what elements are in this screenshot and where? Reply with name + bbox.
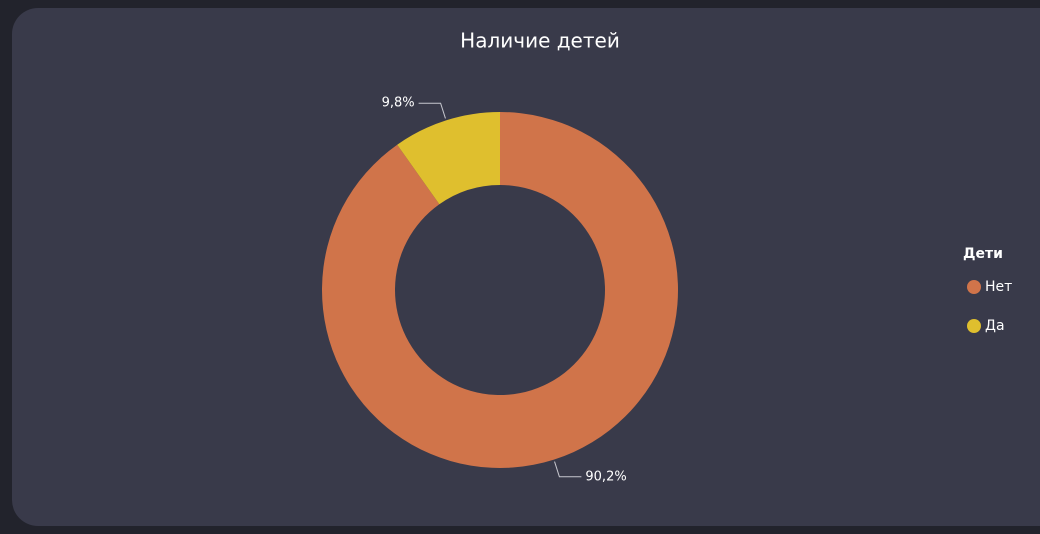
chart-title: Наличие детей <box>460 29 620 53</box>
data-label: 9,8% <box>382 96 415 111</box>
legend-swatch <box>967 280 981 294</box>
legend-label: Да <box>985 318 1005 334</box>
legend-label: Нет <box>985 279 1012 295</box>
leader-line <box>418 102 446 119</box>
slice <box>321 112 678 469</box>
legend-title: Дети <box>963 246 1003 262</box>
legend-swatch <box>967 319 981 333</box>
data-label: 90,2% <box>585 469 626 484</box>
slice <box>397 112 500 205</box>
card <box>12 8 1040 526</box>
leader-line <box>554 461 582 478</box>
